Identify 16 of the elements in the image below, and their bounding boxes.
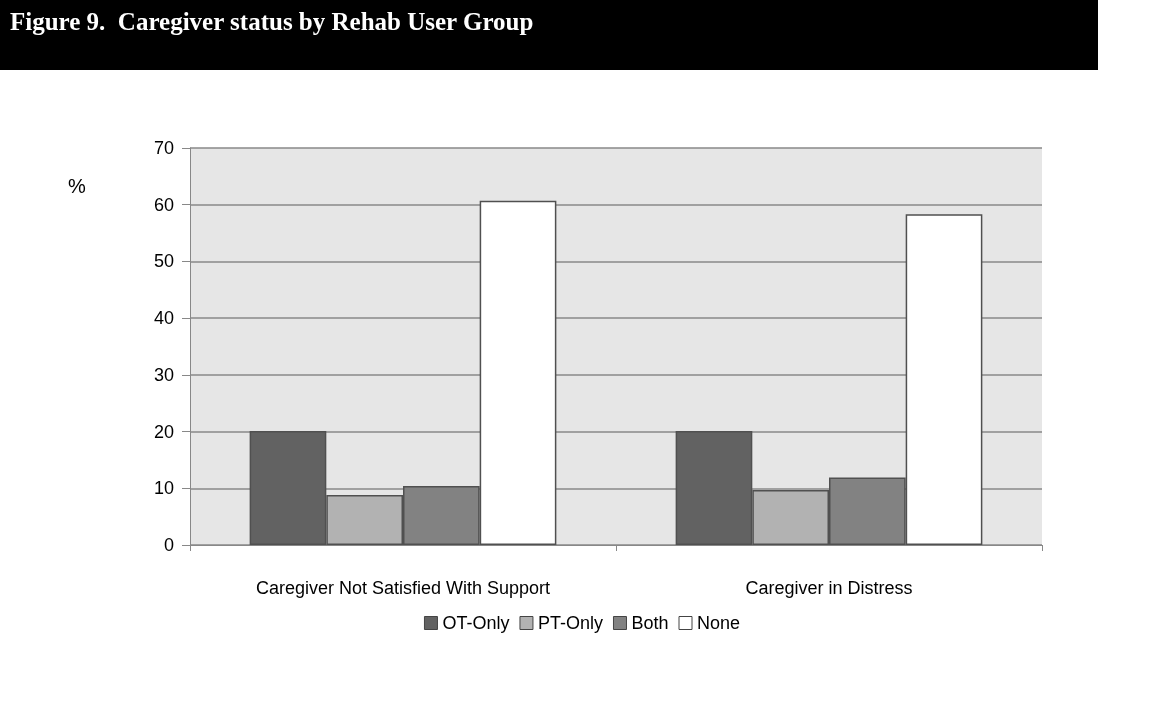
legend-label: PT-Only <box>537 613 603 633</box>
y-tick-label: 70 <box>153 138 174 158</box>
y-tick-label: 0 <box>163 535 174 555</box>
legend-label: OT-Only <box>442 613 510 633</box>
chart-title: Figure 9. Caregiver status by Rehab User Group <box>0 0 1098 70</box>
legend-label: None <box>697 613 741 633</box>
y-tick-label: 50 <box>153 251 174 272</box>
y-axis-title: % <box>68 175 86 197</box>
x-tick-label: Caregiver in Distress <box>745 578 913 598</box>
y-tick-label: 10 <box>153 478 174 499</box>
legend-label: Both <box>631 613 669 633</box>
y-tick-label: 40 <box>153 308 174 329</box>
y-tick-label: 30 <box>153 364 174 385</box>
x-tick-label: Caregiver Not Satisfied With Support <box>255 578 551 598</box>
y-tick-label: 20 <box>153 421 174 442</box>
y-tick-label: 60 <box>153 194 174 215</box>
